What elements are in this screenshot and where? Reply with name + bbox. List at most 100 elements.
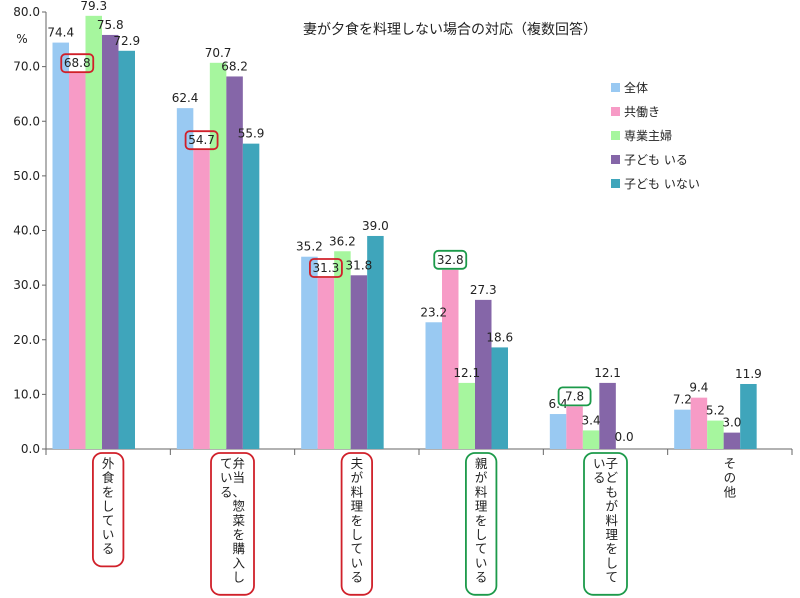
legend-swatch: [611, 83, 620, 92]
data-label: 68.8: [64, 56, 91, 70]
category-label-char: い: [351, 555, 364, 570]
data-label: 0.0: [615, 430, 634, 444]
bar: [52, 42, 69, 450]
data-label: 3.0: [722, 416, 741, 430]
category-label-char: 理: [351, 499, 364, 514]
category-label-char: る: [475, 570, 488, 585]
bar: [582, 430, 600, 449]
category-label-char: の: [724, 470, 737, 485]
data-label: 11.9: [735, 367, 762, 381]
bar: [475, 299, 492, 449]
category-label-char: 、: [232, 484, 245, 499]
bar: [458, 382, 475, 449]
category-label-char: 料: [475, 484, 488, 499]
data-label-highlight: [557, 386, 592, 407]
category-label-char: 惣: [232, 499, 245, 514]
data-label: 12.1: [594, 366, 621, 380]
y-tick-label: 0.0: [21, 442, 40, 456]
bar: [350, 275, 368, 449]
bar: [85, 15, 102, 449]
data-label: 79.3: [80, 0, 107, 13]
data-label: 31.8: [346, 258, 373, 272]
category-label-char: て: [220, 456, 233, 471]
data-label: 62.4: [172, 91, 199, 105]
category-label-char: 子: [605, 456, 618, 471]
bar-layer: [52, 15, 757, 450]
bar: [566, 406, 583, 449]
category-label-char: も: [605, 484, 618, 499]
bar: [690, 397, 708, 449]
category-label-char: 料: [351, 484, 364, 499]
data-label: 70.7: [205, 46, 232, 60]
category-label-char: 食: [102, 470, 115, 485]
bar: [442, 269, 459, 449]
bar: [425, 322, 442, 449]
bar: [301, 256, 318, 449]
bar: [242, 143, 260, 450]
category-label-char: そ: [724, 456, 737, 471]
y-tick-label: 30.0: [13, 278, 40, 292]
data-label: 3.4: [582, 413, 601, 427]
data-label: 18.6: [486, 330, 513, 344]
category-label-char: る: [593, 470, 606, 485]
data-label: 54.7: [188, 133, 215, 147]
category-label-char: を: [475, 513, 488, 528]
category-label-char: い: [475, 555, 488, 570]
category-label-highlight: [583, 452, 628, 596]
data-label: 32.8: [437, 253, 464, 267]
legend-label: 専業主婦: [624, 128, 672, 143]
label-layer: 74.4 62.4 35.2 23.2 6.4 7.2 68.8 54.7 31.3 32.8 7.…: [47, 0, 761, 444]
category-label-highlight: [92, 452, 125, 568]
data-label: 23.2: [420, 305, 447, 319]
bar: [367, 235, 384, 449]
category-label-char: 料: [605, 513, 618, 528]
bar: [707, 420, 724, 449]
category-label-char: し: [605, 555, 618, 570]
category-label-char: を: [102, 484, 115, 499]
bar: [549, 414, 567, 449]
legend-swatch: [611, 107, 620, 116]
bar: [723, 432, 741, 449]
bar: [674, 409, 691, 449]
bar: [69, 73, 86, 450]
data-label: 6.4: [549, 397, 568, 411]
category-label-highlight: [465, 452, 498, 596]
data-label-highlight: [309, 258, 343, 278]
data-label: 39.0: [362, 219, 389, 233]
category-label-char: い: [102, 527, 115, 542]
data-label: 74.4: [47, 26, 74, 40]
y-axis-unit: %: [16, 32, 27, 46]
category-label-char: が: [351, 470, 364, 485]
data-label-highlight: [433, 249, 468, 270]
category-label-char: る: [102, 541, 115, 556]
category-label-char: て: [475, 541, 488, 556]
category-label-char: し: [351, 527, 364, 542]
bar: [118, 50, 135, 449]
category-label-char: 夫: [351, 456, 364, 471]
legend-swatch: [611, 179, 620, 188]
category-label-char: て: [351, 541, 364, 556]
data-label: 9.4: [689, 381, 708, 395]
category-label-char: い: [220, 470, 233, 485]
y-tick-label: 60.0: [13, 114, 40, 128]
bar: [209, 62, 227, 450]
y-tick-label: 50.0: [13, 169, 40, 183]
data-label: 35.2: [296, 240, 323, 254]
bar: [740, 383, 757, 449]
data-label: 68.2: [221, 59, 248, 73]
category-label-char: る: [220, 484, 233, 499]
data-label: 75.8: [97, 18, 124, 32]
category-label-char: 他: [724, 484, 737, 499]
legend-swatch: [611, 155, 620, 164]
bar: [491, 347, 508, 449]
data-label: 36.2: [329, 234, 356, 248]
category-label-char: 理: [605, 527, 618, 542]
data-label: 7.2: [673, 393, 692, 407]
bar: [193, 150, 210, 450]
category-label-char: を: [232, 527, 245, 542]
bar: [334, 251, 351, 449]
data-label: 72.9: [113, 34, 140, 48]
y-tick-label: 40.0: [13, 224, 40, 238]
bar: [599, 382, 616, 449]
